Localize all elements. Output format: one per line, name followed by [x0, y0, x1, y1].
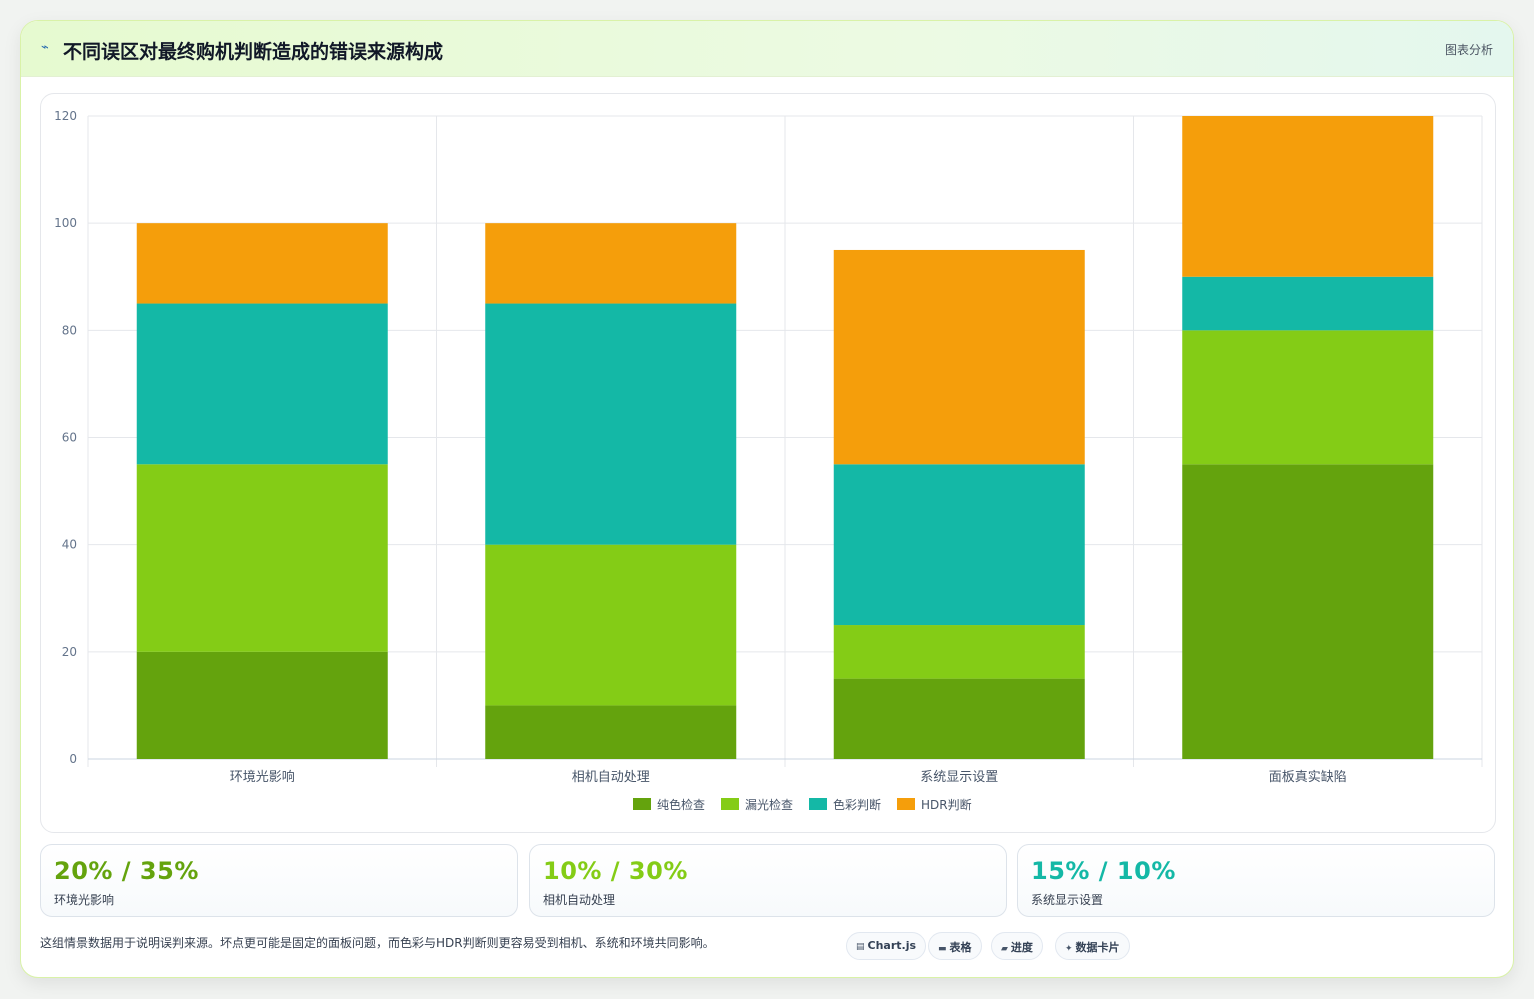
y-tick-label: 40 — [62, 538, 77, 552]
bar-segment — [833, 625, 1085, 679]
progress-icon: ▰ — [1001, 944, 1008, 954]
legend-swatch — [897, 798, 915, 810]
chip-chartjs[interactable]: ▤ Chart.js — [846, 932, 927, 960]
stat-card-ambient: 20% / 35% 环境光影响 — [40, 844, 518, 917]
legend-label: 色彩判断 — [833, 797, 881, 812]
chip-progress[interactable]: ▰ 进度 — [991, 932, 1043, 960]
x-tick-label: 相机自动处理 — [572, 770, 650, 785]
chip-label: Chart.js — [867, 939, 917, 952]
legend-label: 纯色检查 — [657, 797, 705, 812]
bar-segment — [485, 544, 737, 706]
chart-title: 不同误区对最终购机判断造成的错误来源构成 — [63, 41, 444, 63]
legend-label: 漏光检查 — [745, 797, 793, 812]
x-tick-label: 系统显示设置 — [920, 770, 998, 785]
card-header: ⌁ 不同误区对最终购机判断造成的错误来源构成 图表分析 — [21, 21, 1513, 77]
chip-label: 数据卡片 — [1075, 941, 1120, 954]
legend-swatch — [809, 798, 827, 810]
bar-segment — [1182, 464, 1434, 759]
chip-label: 进度 — [1010, 941, 1033, 954]
y-tick-label: 0 — [69, 752, 77, 766]
y-tick-label: 80 — [62, 323, 77, 337]
bar-segment — [833, 464, 1085, 626]
footnote: 这组情景数据用于说明误判来源。坏点更可能是固定的面板问题，而色彩与HDR判断则更… — [40, 936, 715, 950]
bar-segment — [833, 678, 1085, 759]
stat-value: 15% / 10% — [1031, 857, 1176, 885]
bar-segment — [136, 303, 388, 465]
stat-card-camera: 10% / 30% 相机自动处理 — [529, 844, 1007, 917]
bar-segment — [1182, 330, 1434, 465]
stat-label: 相机自动处理 — [543, 893, 616, 907]
chart-card: ⌁ 不同误区对最终购机判断造成的错误来源构成 图表分析 0 20 40 60 80 100… — [20, 20, 1514, 978]
stat-label: 环境光影响 — [54, 893, 115, 907]
stat-label: 系统显示设置 — [1031, 893, 1104, 907]
bar-segment — [833, 249, 1085, 465]
bar-segment — [485, 223, 737, 304]
legend-swatch — [721, 798, 739, 810]
sparkle-icon: ✦ — [1065, 944, 1073, 954]
chart-line-icon: ⌁ — [41, 40, 49, 55]
bar-segment — [1182, 116, 1434, 277]
bar-segment — [485, 303, 737, 545]
chip-data-card[interactable]: ✦ 数据卡片 — [1055, 932, 1130, 960]
stat-value: 20% / 35% — [54, 857, 199, 885]
y-tick-label: 60 — [62, 431, 77, 445]
x-tick-label: 环境光影响 — [230, 769, 295, 785]
stat-card-system: 15% / 10% 系统显示设置 — [1017, 844, 1495, 917]
chart-container: 0 20 40 60 80 100 120 环境光影响 相机自动处理 系统显示设置 面板真实缺陷纯色… — [40, 93, 1496, 833]
stat-value: 10% / 30% — [543, 857, 688, 885]
legend-label: HDR判断 — [921, 797, 972, 812]
chart-icon: ▤ — [856, 942, 865, 952]
bar-segment — [1182, 276, 1434, 331]
legend-swatch — [633, 798, 651, 810]
table-icon: ▬ — [938, 944, 947, 954]
chart-analysis-link[interactable]: 图表分析 — [1444, 43, 1493, 57]
y-tick-label: 20 — [62, 645, 77, 659]
chip-table[interactable]: ▬ 表格 — [928, 932, 982, 960]
bar-segment — [485, 705, 737, 759]
bar-segment — [136, 223, 388, 304]
bar-segment — [136, 464, 388, 652]
y-tick-label: 100 — [54, 216, 77, 230]
y-tick-label: 120 — [54, 109, 77, 123]
x-tick-label: 面板真实缺陷 — [1269, 770, 1347, 785]
stacked-bar-chart: 0 20 40 60 80 100 120 环境光影响 相机自动处理 系统显示设置 面板真实缺陷纯色… — [54, 109, 1483, 812]
chip-label: 表格 — [949, 941, 972, 954]
bar-segment — [136, 651, 388, 759]
